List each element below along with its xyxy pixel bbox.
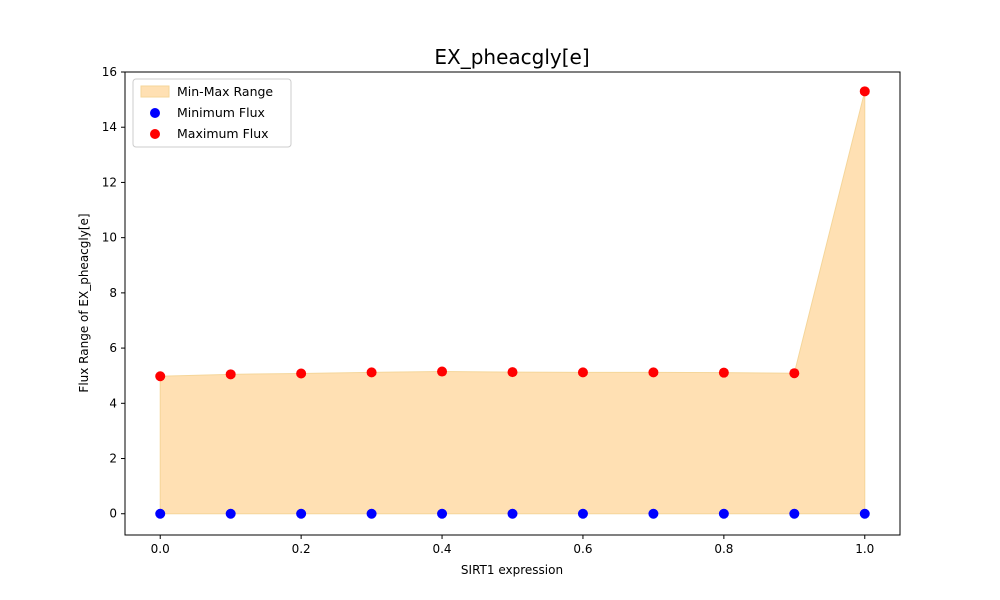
chart-title: EX_pheacgly[e] (434, 45, 589, 69)
maximum-flux-point (718, 367, 729, 378)
maximum-flux-legend-marker (150, 129, 160, 139)
maximum-flux-point (859, 86, 870, 97)
minimum-flux-point (507, 508, 518, 519)
y-axis-title: Flux Range of EX_pheacgly[e] (77, 213, 91, 392)
y-tick-label: 10 (102, 231, 117, 245)
y-tick-label: 14 (102, 120, 117, 134)
maximum-flux-point (437, 366, 448, 377)
maximum-flux-legend-label: Maximum Flux (177, 126, 269, 141)
minimum-flux-point (648, 508, 659, 519)
minimum-flux-point (718, 508, 729, 519)
x-tick-label: 0.6 (573, 542, 592, 556)
y-tick-label: 16 (102, 65, 117, 79)
maximum-flux-point (507, 367, 518, 378)
maximum-flux-point (296, 368, 307, 379)
axes-frame (124, 71, 901, 536)
minimum-flux-legend-marker (150, 108, 160, 118)
maximum-flux-point (225, 369, 236, 380)
data-points (155, 86, 870, 519)
x-tick-label: 0.2 (292, 542, 311, 556)
minimum-flux-point (577, 508, 588, 519)
maximum-flux-point (366, 367, 377, 378)
minimum-flux-point (789, 508, 800, 519)
minimum-flux-point (296, 508, 307, 519)
y-tick-label: 4 (109, 396, 117, 410)
x-tick-label: 0.4 (432, 542, 451, 556)
axes: 0.0 0.2 0.4 0.6 0.8 1.0 0 2 4 6 8 10 12 14 16 (102, 65, 901, 556)
minimum-flux-point (366, 508, 377, 519)
minimum-flux-point (155, 508, 166, 519)
x-tick-label: 0.0 (151, 542, 170, 556)
y-tick-label: 0 (109, 507, 117, 521)
maximum-flux-point (155, 371, 166, 382)
maximum-flux-point (577, 367, 588, 378)
y-tick-label: 8 (109, 286, 117, 300)
y-tick-label: 6 (109, 341, 117, 355)
minimum-flux-legend-label: Minimum Flux (177, 105, 265, 120)
min-max-range-legend-label: Min-Max Range (177, 84, 273, 99)
minimum-flux-point (225, 508, 236, 519)
minimum-flux-point (437, 508, 448, 519)
legend-box (132, 78, 292, 148)
y-tick-label: 12 (102, 175, 117, 189)
maximum-flux-point (789, 368, 800, 379)
x-tick-label: 1.0 (855, 542, 874, 556)
x-axis-title: SIRT1 expression (461, 563, 563, 577)
legend: Min-Max Range Minimum Flux Maximum Flux (132, 78, 292, 148)
x-tick-label: 0.8 (714, 542, 733, 556)
maximum-flux-point (648, 367, 659, 378)
minimum-flux-point (859, 508, 870, 519)
y-tick-label: 2 (109, 452, 117, 466)
min-max-range-legend-swatch (140, 85, 170, 98)
